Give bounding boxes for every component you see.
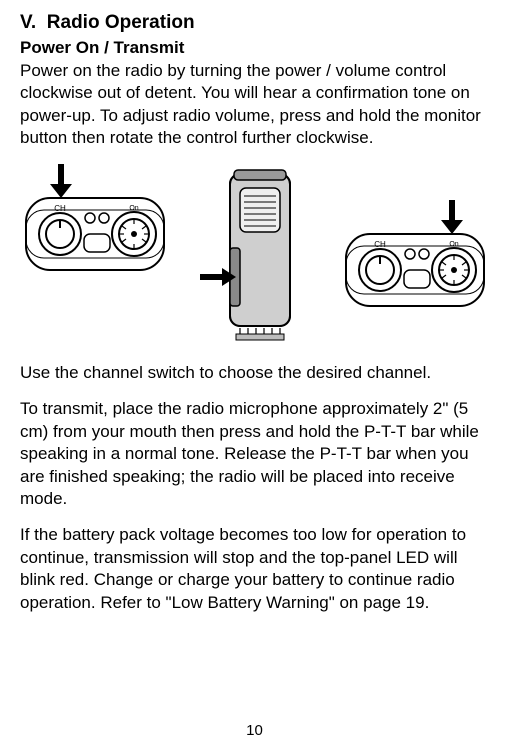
radio-top-view-left-icon: CH On	[20, 164, 170, 284]
ch-label-2: CH	[374, 240, 386, 249]
radio-top-view-right-icon: CH On	[340, 200, 490, 320]
section-heading: V. Radio Operation	[20, 12, 497, 34]
on-label-2: On	[449, 241, 458, 248]
sub-heading: Power On / Transmit	[20, 38, 497, 58]
on-label: On	[129, 205, 138, 212]
section-title-text: Radio Operation	[47, 12, 195, 33]
paragraph-1: Power on the radio by turning the power …	[20, 60, 497, 150]
ch-label: CH	[54, 204, 66, 213]
page-number: 10	[0, 722, 509, 739]
paragraph-4: If the battery pack voltage becomes too …	[20, 524, 497, 614]
radio-side-view-icon	[200, 164, 310, 344]
paragraph-2: Use the channel switch to choose the des…	[20, 362, 497, 384]
section-number: V.	[20, 12, 36, 33]
paragraph-3: To transmit, place the radio microphone …	[20, 398, 497, 510]
figure-row: CH On	[20, 164, 497, 344]
